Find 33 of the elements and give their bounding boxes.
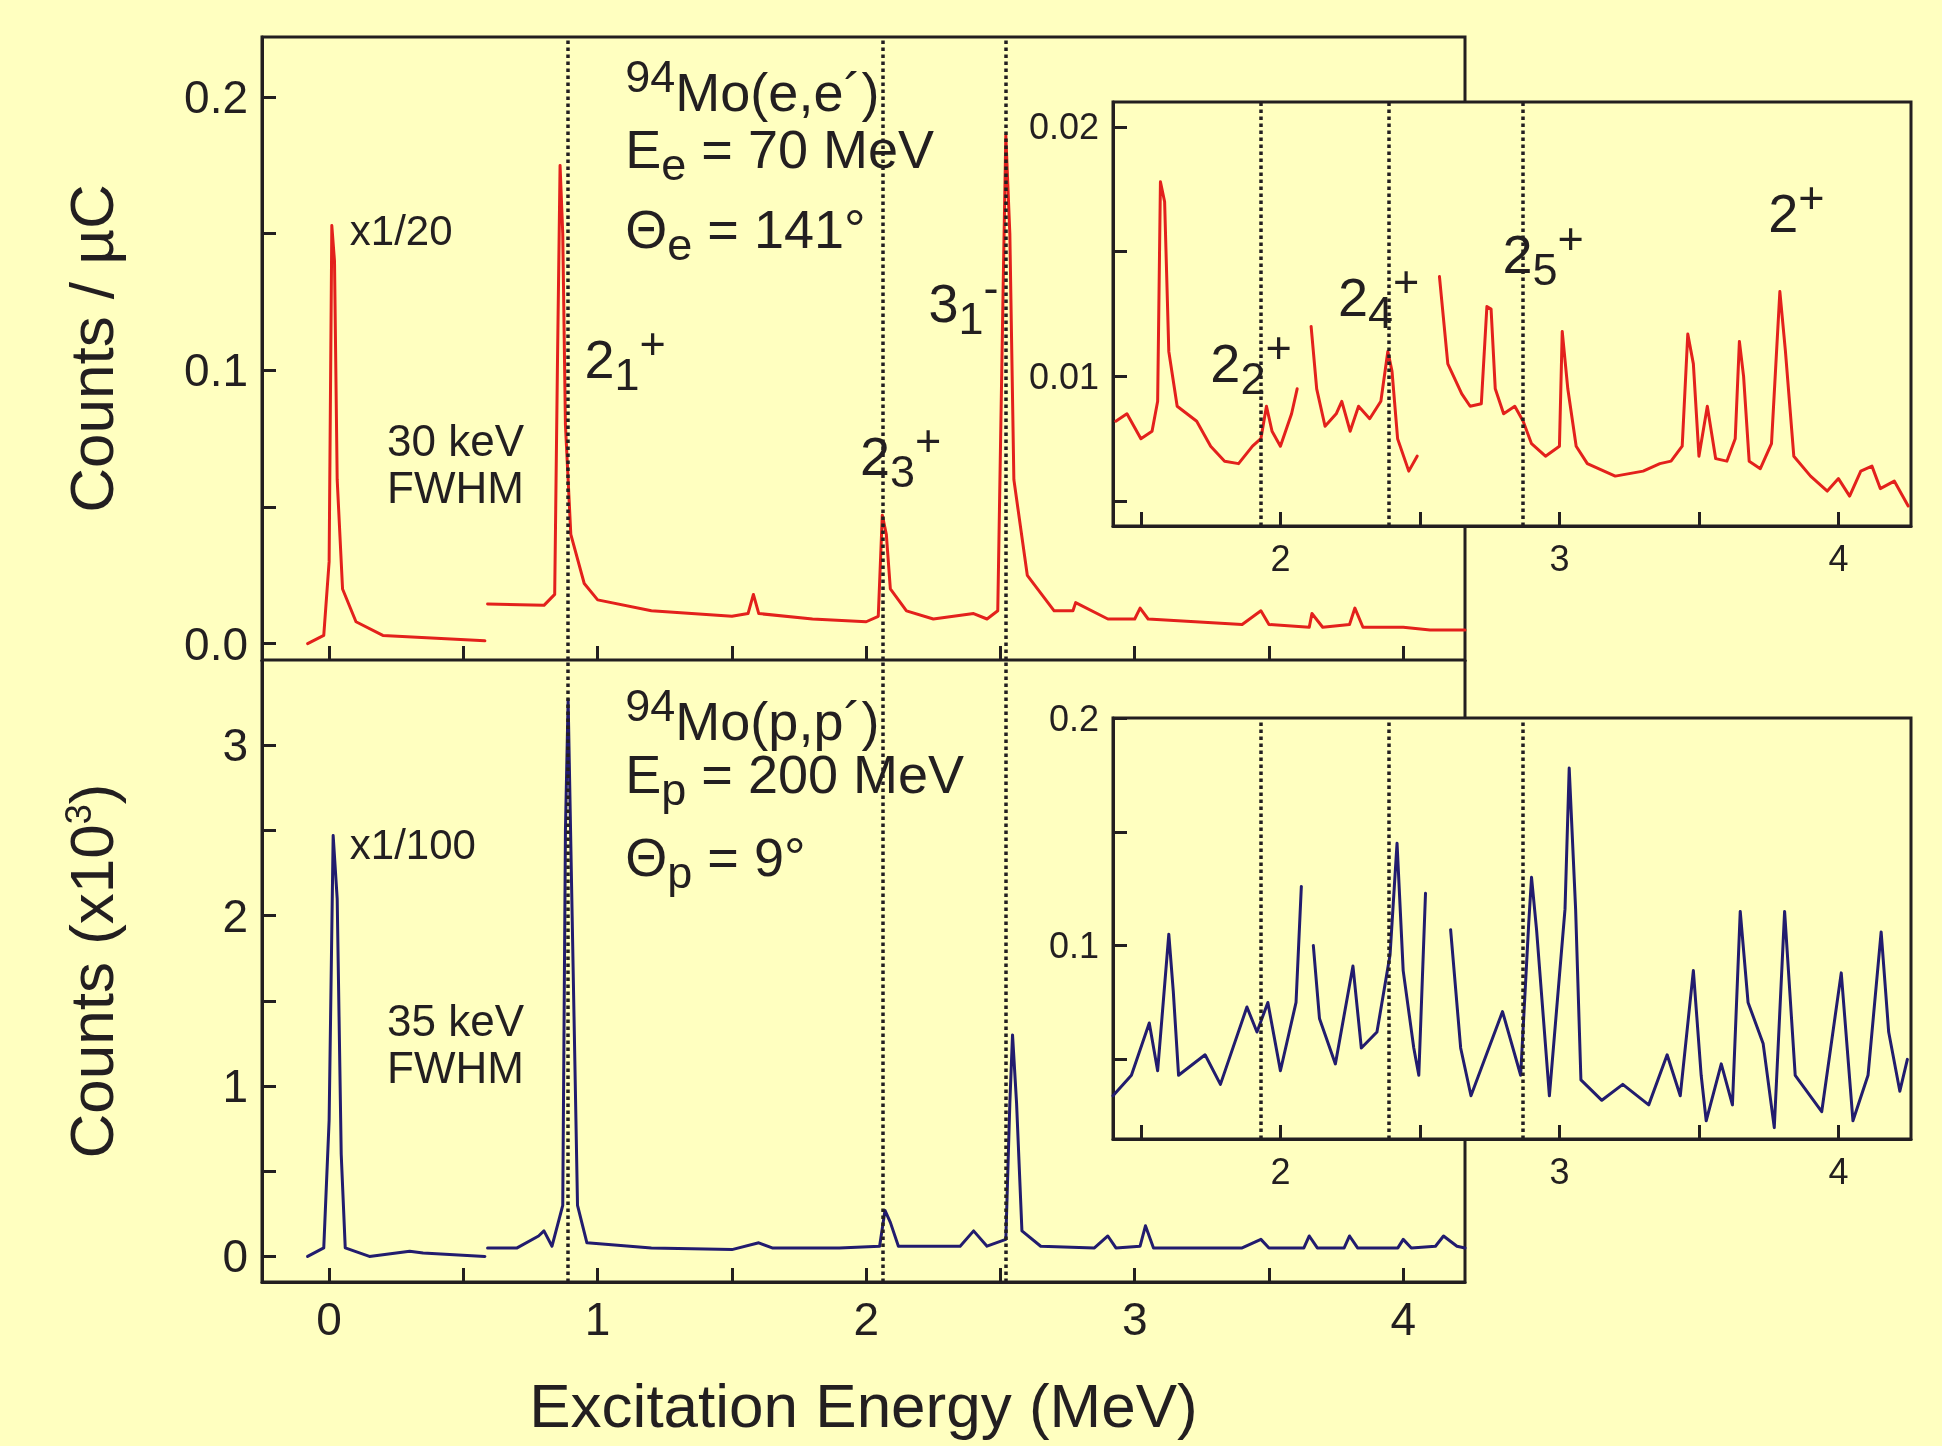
- annotation: x1/100: [349, 820, 476, 868]
- x-tick-label: 3: [1549, 537, 1570, 579]
- y-tick-label: 3: [222, 719, 248, 772]
- annotation: Θ$_{p}$ = 9°: [625, 827, 806, 899]
- y-tick-label: 2: [222, 889, 248, 942]
- x-tick-label: 4: [1390, 1293, 1417, 1345]
- x-tick-label: 3: [1549, 1150, 1570, 1192]
- y-tick-label: 0.1: [1048, 925, 1099, 967]
- x-axis-title: Excitation Energy (MeV): [529, 1370, 1198, 1440]
- x-tick-label: 0: [316, 1293, 342, 1345]
- x-tick-label: 1: [584, 1293, 611, 1345]
- x-tick-label: 2: [853, 1293, 879, 1345]
- annotation: x1/20: [349, 207, 453, 255]
- annotation: 30 keV FWHM: [387, 416, 525, 512]
- y-tick-label: 0.1: [184, 344, 248, 397]
- y-axis-title: Counts / µC: [56, 184, 126, 513]
- y-tick-label: 0.2: [1048, 697, 1099, 739]
- annotation: 35 keV FWHM: [387, 996, 525, 1092]
- y-tick-label: 0: [222, 1230, 248, 1283]
- x-tick-label: 3: [1121, 1293, 1148, 1345]
- annotation: $^{94}$Mo(e,e´): [625, 50, 880, 122]
- annotation: 2$^{+}$: [1768, 172, 1825, 244]
- x-tick-label: 2: [1270, 1150, 1291, 1192]
- y-tick-label: 0.02: [1028, 106, 1099, 148]
- y-tick-label: 1: [222, 1060, 248, 1113]
- x-tick-label: 4: [1828, 537, 1849, 579]
- y-tick-label: 0.01: [1028, 355, 1099, 397]
- y-tick-label: 0.2: [184, 71, 248, 124]
- y-tick-label: 0.0: [184, 617, 248, 670]
- y-axis-title: Counts (x103): [56, 783, 126, 1159]
- x-tick-label: 2: [1270, 537, 1291, 579]
- annotation: Θ$_{e}$ = 141°: [625, 199, 866, 271]
- x-tick-label: 4: [1828, 1150, 1849, 1192]
